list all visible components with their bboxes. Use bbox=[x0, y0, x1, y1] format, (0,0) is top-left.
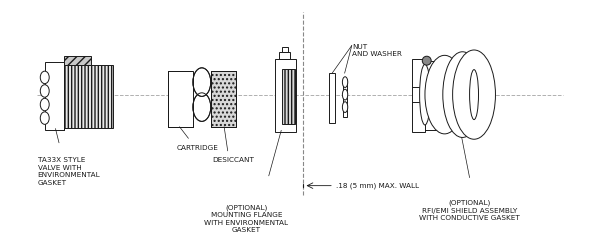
Ellipse shape bbox=[40, 71, 49, 84]
Bar bbox=[412, 59, 425, 132]
Bar bbox=[329, 73, 335, 123]
Bar bbox=[64, 65, 113, 128]
Ellipse shape bbox=[470, 70, 479, 120]
Bar bbox=[45, 62, 64, 130]
Bar bbox=[211, 71, 236, 127]
Ellipse shape bbox=[40, 112, 49, 124]
Text: (OPTIONAL)
MOUNTING FLANGE
WITH ENVIRONMENTAL
GASKET: (OPTIONAL) MOUNTING FLANGE WITH ENVIRONM… bbox=[205, 204, 289, 233]
Bar bbox=[193, 68, 211, 121]
Bar bbox=[343, 79, 347, 117]
Ellipse shape bbox=[343, 77, 348, 88]
Ellipse shape bbox=[40, 98, 49, 111]
Ellipse shape bbox=[422, 56, 431, 65]
Bar bbox=[168, 71, 193, 127]
Bar bbox=[425, 61, 474, 130]
Text: CARTRIDGE: CARTRIDGE bbox=[177, 145, 219, 151]
Text: (OPTIONAL)
RFI/EMI SHIELD ASSEMBLY
WITH CONDUCTIVE GASKET: (OPTIONAL) RFI/EMI SHIELD ASSEMBLY WITH … bbox=[419, 200, 520, 221]
Ellipse shape bbox=[40, 85, 49, 97]
Bar bbox=[280, 52, 290, 59]
Bar bbox=[64, 56, 91, 65]
Ellipse shape bbox=[443, 52, 482, 137]
Text: DESICCANT: DESICCANT bbox=[212, 157, 254, 163]
Ellipse shape bbox=[193, 93, 211, 121]
Text: TA33X STYLE
VALVE WITH
ENVIRONMENTAL
GASKET: TA33X STYLE VALVE WITH ENVIRONMENTAL GAS… bbox=[38, 157, 100, 186]
Ellipse shape bbox=[343, 89, 348, 100]
Bar bbox=[275, 59, 296, 132]
Ellipse shape bbox=[419, 64, 430, 125]
Text: .18 (5 mm) MAX. WALL: .18 (5 mm) MAX. WALL bbox=[336, 182, 419, 189]
Ellipse shape bbox=[193, 68, 211, 96]
Bar bbox=[211, 71, 236, 127]
Bar bbox=[282, 47, 287, 52]
Ellipse shape bbox=[452, 50, 496, 139]
Ellipse shape bbox=[425, 55, 464, 134]
Text: NUT
AND WASHER: NUT AND WASHER bbox=[352, 44, 401, 57]
Bar bbox=[282, 69, 295, 124]
Bar bbox=[168, 71, 193, 127]
Ellipse shape bbox=[343, 102, 348, 113]
